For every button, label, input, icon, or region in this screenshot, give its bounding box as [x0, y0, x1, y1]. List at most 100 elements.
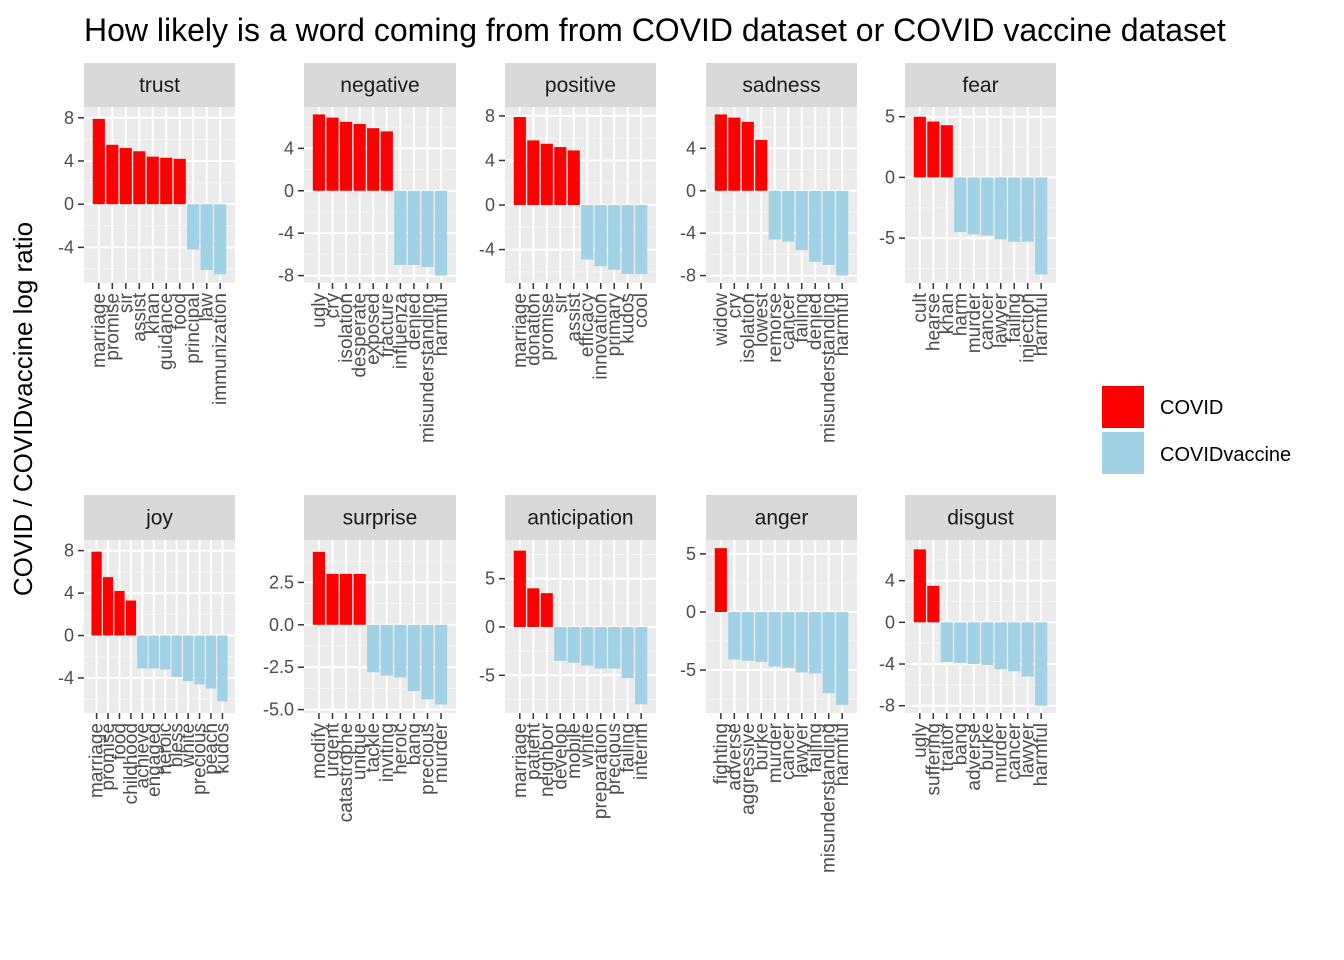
x-tick-label: cry	[724, 293, 745, 319]
bar-lawyer	[994, 177, 1007, 240]
bar-food	[173, 158, 186, 205]
bar-neighbor	[540, 593, 553, 627]
x-tick-label: promise	[98, 723, 119, 791]
bar-khan	[146, 156, 159, 205]
x-tick-label: marriage	[510, 723, 531, 798]
x-tick-label: urgent	[323, 722, 344, 777]
facet-panels: trust-4048marriagepromisesirassistkhangu…	[58, 63, 1056, 873]
y-tick-label: 0	[686, 181, 696, 201]
bar-mobile	[567, 626, 580, 663]
bar-childhood	[125, 600, 137, 636]
chart-title: How likely is a word coming from from CO…	[84, 12, 1226, 48]
y-tick-label: -5.0	[263, 700, 294, 720]
facet-panel-anticipation: anticipation -5 0 5 marriagepatientneighbord…	[479, 495, 656, 819]
y-tick-label: -5	[680, 660, 696, 680]
facet-strip-label: fear	[962, 74, 998, 97]
bar-failing	[809, 611, 822, 674]
x-tick-label: sir	[116, 292, 137, 313]
facet-panel-disgust: disgust -8 -4 0 4 uglysufferingtraitorbangadv…	[879, 495, 1056, 796]
bar-burke	[981, 622, 994, 666]
x-tick-label: harm	[950, 293, 971, 336]
facet-strip	[84, 63, 235, 107]
x-tick-label: aggressive	[738, 723, 759, 815]
facet-strip-label: anticipation	[527, 507, 633, 530]
x-tick-label: harmful	[832, 723, 853, 786]
facet-panel-anger: anger-505fightingadverseaggressiveburkem…	[680, 495, 857, 873]
facet-strip-label: surprise	[343, 507, 418, 530]
bar-innovation	[594, 205, 607, 267]
y-tick-label: -4	[479, 240, 495, 260]
bar-patient	[527, 588, 540, 627]
bar-assist	[133, 151, 146, 205]
bar-sir	[554, 147, 567, 206]
y-tick-label: -4	[58, 237, 74, 257]
x-tick-label: patient	[523, 722, 544, 780]
bar-heroic	[394, 624, 407, 678]
x-tick-label: remorse	[765, 293, 786, 363]
facet-strip-label: sadness	[742, 74, 820, 97]
y-tick-label: 0	[885, 612, 895, 632]
bar-adverse	[967, 622, 980, 665]
y-tick-label: -4	[278, 223, 294, 243]
y-tick-label: 0	[64, 626, 74, 646]
bar-cancer	[782, 611, 795, 668]
bar-denied	[407, 190, 421, 265]
x-tick-label: primary	[604, 293, 625, 357]
bar-bang	[954, 622, 967, 663]
facet-panel-negative: negative -8 -4 0 4 uglycryisolationdesperatee…	[278, 63, 456, 443]
facet-strip-label: positive	[545, 74, 616, 97]
bar-khan	[940, 125, 953, 178]
y-tick-label: -4	[680, 223, 696, 243]
facet-strip	[304, 63, 456, 107]
y-axis-title: COVID / COVIDvaccine log ratio	[8, 222, 38, 596]
x-tick-label: achieve	[132, 723, 153, 789]
bar-marriage	[513, 117, 526, 206]
y-tick-label: 8	[485, 106, 495, 126]
facet-strip	[84, 495, 235, 540]
y-tick-label: 4	[485, 150, 495, 170]
facet-strip-label: trust	[139, 74, 180, 97]
bar-marriage	[92, 118, 105, 205]
y-tick-label: -8	[879, 696, 895, 716]
y-tick-label: 4	[686, 138, 696, 158]
x-tick-label: murder	[991, 722, 1012, 783]
x-tick-label: law	[197, 293, 218, 322]
x-tick-label: misunderstanding	[819, 723, 840, 873]
y-tick-label: 2.5	[269, 572, 294, 592]
x-tick-label: ugly	[910, 723, 931, 758]
x-tick-label: lawyer	[1018, 722, 1039, 778]
y-tick-label: 0	[485, 195, 495, 215]
bar-harmful	[1035, 177, 1048, 275]
x-tick-label: principal	[183, 293, 204, 364]
bar-murder	[994, 622, 1007, 670]
bar-fighting	[714, 548, 727, 612]
legend: COVID COVIDvaccine	[1102, 386, 1291, 474]
x-tick-label: cool	[631, 293, 652, 328]
x-tick-label: burke	[977, 723, 998, 771]
bar-misunderstanding	[822, 611, 835, 694]
y-tick-label: 4	[64, 151, 74, 171]
x-tick-label: marriage	[510, 293, 531, 368]
x-tick-label: fighting	[711, 723, 732, 784]
bar-promise	[102, 577, 114, 636]
x-tick-label: kudos	[618, 293, 639, 344]
x-tick-label: misunderstanding	[819, 293, 840, 443]
bar-marriage	[513, 550, 526, 627]
bar-harmful	[1035, 622, 1048, 706]
bar-fracture	[380, 131, 393, 191]
bar-peach	[205, 635, 217, 689]
x-tick-label: immunization	[210, 293, 231, 405]
x-tick-label: influenza	[390, 293, 411, 369]
bar-precious	[608, 626, 621, 669]
x-tick-label: childhood	[121, 723, 142, 804]
bar-misunderstanding	[822, 190, 835, 265]
x-tick-label: preparation	[591, 723, 612, 819]
legend-label-covid: COVID	[1160, 397, 1223, 419]
bar-failing	[621, 626, 634, 679]
x-tick-label: burke	[751, 723, 772, 771]
x-tick-label: assist	[129, 292, 150, 341]
x-tick-label: precious	[418, 723, 439, 795]
facet-strip-label: joy	[145, 507, 173, 530]
bar-food	[114, 590, 125, 636]
y-tick-label: -2.5	[263, 657, 294, 677]
